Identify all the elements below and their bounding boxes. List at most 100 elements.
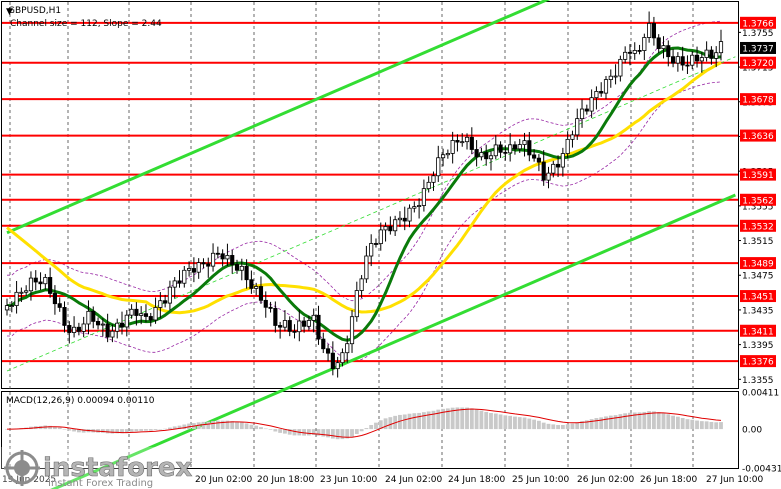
candle-body: [555, 163, 561, 168]
macd-bar: [335, 429, 340, 440]
candle: [158, 292, 163, 319]
indicator-tick-label: 0.00411: [742, 389, 779, 399]
macd-bar: [134, 429, 139, 432]
candle-body: [402, 217, 407, 222]
channel-label: Channel size = 112, Slope = 2.44: [10, 19, 162, 29]
logo-icon: [4, 450, 40, 486]
candle: [76, 322, 81, 336]
candle: [234, 259, 240, 274]
candle: [656, 34, 661, 54]
candle-body: [9, 305, 14, 307]
candle-body: [86, 310, 91, 325]
macd-bar: [330, 429, 335, 439]
support-resistance-lines: [2, 21, 738, 363]
candle: [421, 179, 426, 212]
candle: [349, 310, 355, 353]
level-label: 1.3562: [740, 193, 776, 206]
candle-body: [647, 23, 652, 38]
candle-body: [72, 326, 77, 333]
candle: [24, 285, 29, 296]
candle-body: [517, 144, 522, 150]
candle-body: [57, 303, 62, 308]
candle-body: [450, 140, 455, 154]
level-label: 1.3636: [740, 129, 776, 142]
candle: [110, 324, 115, 343]
candle: [469, 127, 474, 155]
candle: [33, 270, 38, 291]
candle: [680, 46, 685, 71]
watermark-text: instaforex: [43, 453, 193, 483]
level-label-box: [740, 168, 776, 181]
candle: [215, 246, 220, 259]
candle: [541, 150, 546, 186]
candle-body: [191, 268, 196, 273]
candle-body: [412, 206, 417, 209]
level-label: 1.3532: [740, 219, 776, 232]
macd-bar: [517, 417, 522, 430]
candle: [709, 46, 714, 65]
candle-body: [95, 320, 101, 326]
candle-body: [718, 41, 724, 54]
level-label: 1.3766: [740, 16, 776, 29]
candle: [230, 249, 235, 274]
macd-bar: [474, 409, 479, 430]
candle-body: [24, 290, 29, 293]
candle: [139, 306, 144, 325]
candle-body: [33, 277, 38, 283]
macd-bar: [268, 429, 273, 430]
level-label: 1.3678: [740, 93, 776, 106]
candle: [239, 258, 244, 281]
macd-bar: [527, 418, 532, 430]
candle: [268, 301, 273, 313]
candle: [354, 281, 359, 322]
candle: [671, 48, 676, 68]
macd-bar: [398, 414, 402, 430]
macd-bar: [124, 429, 129, 433]
candle-body: [119, 322, 125, 328]
macd-bar: [163, 428, 168, 430]
candle: [95, 317, 101, 330]
candle: [364, 245, 369, 283]
candle-body: [48, 277, 53, 294]
time-tick-label: 26 Jun 02:00: [577, 475, 634, 485]
time-tick-label: 23 Jun 10:00: [320, 475, 377, 485]
macd-bar: [105, 429, 110, 434]
candle: [436, 145, 441, 182]
candle: [522, 132, 527, 157]
candle: [642, 33, 647, 61]
candle: [163, 294, 168, 308]
macd-bar: [508, 415, 513, 430]
candle: [196, 258, 201, 279]
level-label-text: 1.3720: [742, 59, 774, 69]
macd-bar: [110, 429, 115, 434]
macd-bar: [412, 413, 417, 430]
candle: [129, 304, 134, 319]
macd-bar: [484, 411, 489, 430]
candle: [407, 204, 412, 228]
candle: [704, 41, 709, 62]
candle-body: [440, 154, 446, 159]
candle: [699, 52, 704, 73]
time-axis: 19 Jun 2025 20 Jun 02:00 20 Jun 18:00 23 Ju…: [2, 475, 763, 485]
macd-bar: [469, 408, 474, 430]
candle-body: [484, 152, 489, 160]
macd-bar: [76, 429, 81, 433]
candle: [43, 273, 48, 290]
candle: [119, 311, 125, 335]
macd-bar: [254, 425, 259, 430]
macd-bar: [259, 427, 263, 430]
menu-arrow-icon[interactable]: ▼: [6, 7, 13, 17]
candle: [627, 44, 633, 66]
macd-bar: [287, 429, 292, 435]
macd-bar: [436, 409, 441, 430]
time-tick-label: 24 Jun 18:00: [448, 475, 505, 485]
candle-body: [129, 308, 134, 316]
candle-body: [469, 136, 474, 150]
macd-bar: [570, 423, 575, 430]
price-tick-label: 1.3475: [742, 272, 774, 282]
candle-body: [445, 153, 450, 156]
band-upper: [7, 20, 722, 302]
macd-bar: [714, 422, 719, 430]
macd-bar: [206, 421, 211, 430]
candle: [555, 155, 561, 178]
